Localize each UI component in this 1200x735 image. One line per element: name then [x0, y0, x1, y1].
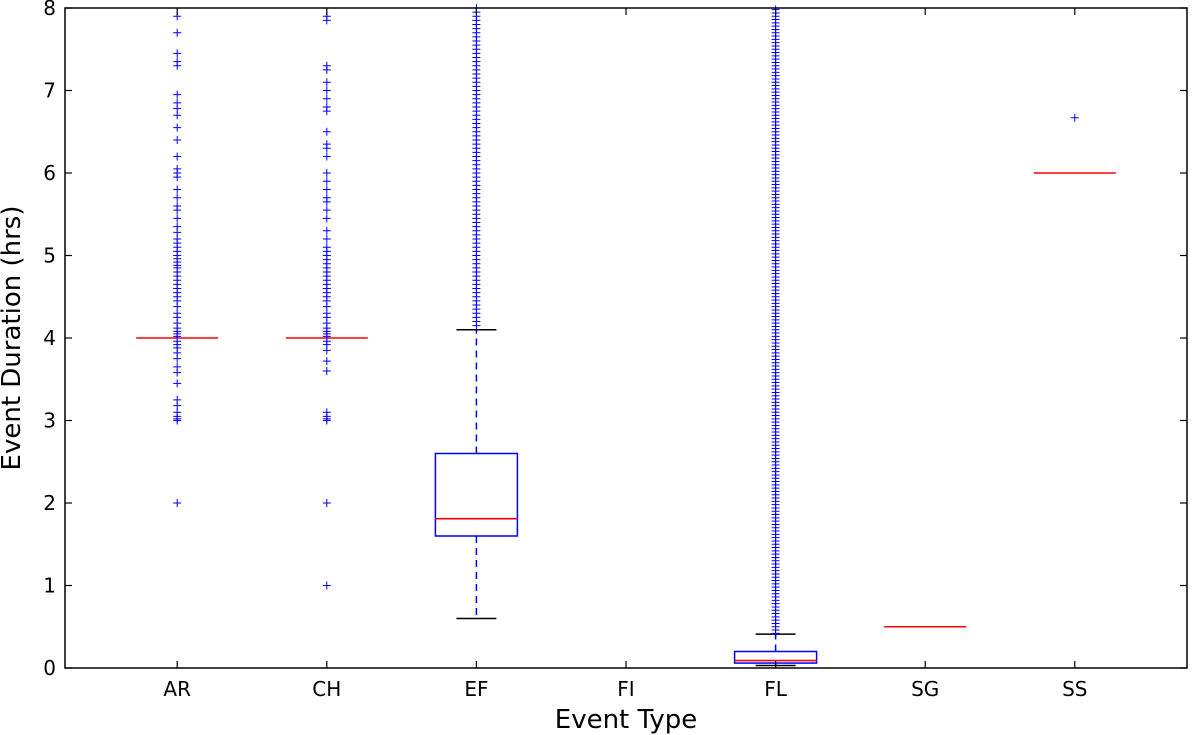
flier-point	[173, 136, 182, 144]
y-tick-label: 0	[43, 656, 56, 680]
x-tick-label: SS	[1062, 677, 1087, 701]
plot-frame	[64, 7, 1188, 669]
flier-point	[173, 222, 182, 231]
x-tick-label: FL	[764, 677, 788, 701]
box-group-ss	[1033, 113, 1116, 174]
flier-point	[173, 379, 182, 388]
flier-point	[322, 206, 331, 215]
flier-point	[322, 214, 331, 223]
flier-point	[322, 140, 331, 149]
flier-point	[322, 581, 331, 590]
flier-point	[173, 185, 182, 194]
flier-point	[322, 357, 331, 366]
flier-point	[173, 362, 182, 371]
flier-point	[173, 202, 182, 210]
flier-point	[173, 49, 182, 58]
box-group-ef	[434, 4, 519, 620]
flier-point	[173, 164, 182, 173]
y-tick-label: 2	[43, 491, 56, 515]
plot-marks	[136, 4, 1116, 667]
flier-point	[322, 193, 331, 202]
flier-point	[322, 103, 331, 111]
flier-point	[173, 193, 182, 202]
flier-point	[322, 499, 331, 507]
flier-point	[173, 214, 182, 223]
flier-point	[322, 177, 331, 186]
flier-point	[173, 28, 182, 37]
flier-point	[173, 123, 182, 132]
flier-point	[322, 408, 331, 417]
x-axis: AR CH EF FI FL SG SS	[163, 8, 1087, 701]
box-group-ar	[136, 12, 219, 507]
flier-point	[322, 78, 331, 87]
flier-point	[322, 169, 331, 177]
y-axis-title: Event Duration (hrs)	[0, 206, 27, 471]
x-tick-label: EF	[464, 677, 488, 701]
y-tick-label: 4	[43, 326, 56, 350]
flier-point	[1070, 113, 1079, 122]
flier-point	[322, 152, 331, 161]
flier-point	[173, 90, 182, 99]
flier-point	[322, 226, 331, 235]
flier-point	[173, 152, 182, 161]
x-tick-label: FI	[617, 677, 634, 701]
x-tick-label: AR	[163, 677, 191, 701]
flier-point	[322, 235, 331, 243]
y-tick-label: 3	[43, 409, 56, 433]
flier-point	[322, 185, 331, 194]
flier-point	[173, 499, 182, 507]
flier-point	[322, 86, 331, 95]
iqr-box	[434, 452, 519, 537]
flier-point	[173, 57, 182, 66]
flier-point	[173, 98, 182, 107]
y-tick-label: 7	[43, 79, 56, 103]
y-tick-label: 8	[43, 0, 56, 20]
flier-point	[173, 395, 182, 404]
flier-point	[322, 127, 331, 136]
y-tick-label: 6	[43, 161, 56, 185]
y-tick-label: 1	[43, 574, 56, 598]
flier-point	[322, 367, 331, 375]
flier-point	[322, 243, 331, 252]
box-group-fl	[733, 5, 818, 667]
flier-point	[322, 61, 331, 70]
box-group-ch	[285, 12, 368, 590]
x-tick-label: SG	[911, 677, 939, 701]
y-tick-label: 5	[43, 244, 56, 268]
x-tick-label: CH	[312, 677, 341, 701]
x-axis-title: Event Type	[555, 705, 697, 735]
y-axis: 0 1 2 3 4 5 6 7 8	[43, 0, 1187, 680]
flier-point	[322, 94, 331, 103]
